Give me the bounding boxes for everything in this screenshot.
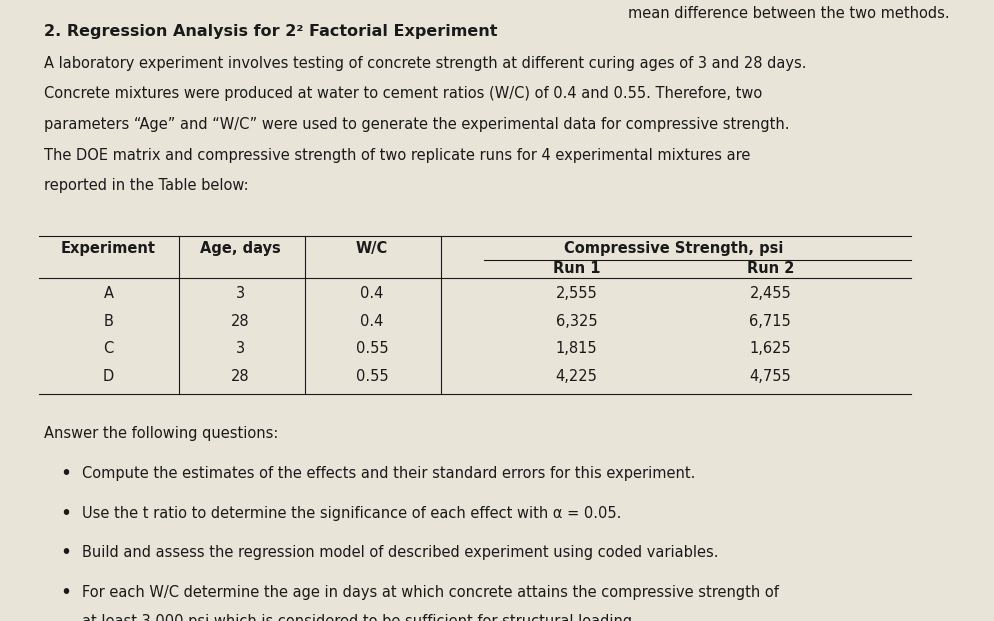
Text: 2. Regression Analysis for 2² Factorial Experiment: 2. Regression Analysis for 2² Factorial … xyxy=(44,24,497,39)
Text: •: • xyxy=(61,504,72,523)
Text: Compute the estimates of the effects and their standard errors for this experime: Compute the estimates of the effects and… xyxy=(83,466,695,481)
Text: 0.55: 0.55 xyxy=(356,369,388,384)
Text: 1,625: 1,625 xyxy=(748,341,790,356)
Text: 6,325: 6,325 xyxy=(555,314,596,329)
Text: •: • xyxy=(61,583,72,602)
Text: Use the t ratio to determine the significance of each effect with α = 0.05.: Use the t ratio to determine the signifi… xyxy=(83,505,621,521)
Text: Build and assess the regression model of described experiment using coded variab: Build and assess the regression model of… xyxy=(83,545,718,560)
Text: •: • xyxy=(61,464,72,483)
Text: 2,455: 2,455 xyxy=(748,286,790,301)
Text: 0.55: 0.55 xyxy=(356,341,388,356)
Text: 28: 28 xyxy=(231,314,249,329)
Text: For each W/C determine the age in days at which concrete attains the compressive: For each W/C determine the age in days a… xyxy=(83,585,778,600)
Text: Run 1: Run 1 xyxy=(553,261,599,276)
Text: 3: 3 xyxy=(236,341,245,356)
Text: C: C xyxy=(103,341,113,356)
Text: Concrete mixtures were produced at water to cement ratios (W/C) of 0.4 and 0.55.: Concrete mixtures were produced at water… xyxy=(44,86,761,101)
Text: 0.4: 0.4 xyxy=(360,286,384,301)
Text: reported in the Table below:: reported in the Table below: xyxy=(44,178,248,193)
Text: 3: 3 xyxy=(236,286,245,301)
Text: D: D xyxy=(102,369,114,384)
Text: B: B xyxy=(103,314,113,329)
Text: Compressive Strength, psi: Compressive Strength, psi xyxy=(564,240,782,256)
Text: A laboratory experiment involves testing of concrete strength at different curin: A laboratory experiment involves testing… xyxy=(44,55,805,71)
Text: Age, days: Age, days xyxy=(200,240,280,256)
Text: Answer the following questions:: Answer the following questions: xyxy=(44,427,277,442)
Text: 6,715: 6,715 xyxy=(748,314,790,329)
Text: 4,225: 4,225 xyxy=(555,369,596,384)
Text: Experiment: Experiment xyxy=(61,240,156,256)
Text: 28: 28 xyxy=(231,369,249,384)
Text: A: A xyxy=(103,286,113,301)
Text: W/C: W/C xyxy=(356,240,388,256)
Text: at least 3,000 psi which is considered to be sufficient for structural loading.: at least 3,000 psi which is considered t… xyxy=(83,614,636,621)
Text: Run 2: Run 2 xyxy=(746,261,793,276)
Text: •: • xyxy=(61,543,72,563)
Text: parameters “Age” and “W/C” were used to generate the experimental data for compr: parameters “Age” and “W/C” were used to … xyxy=(44,117,788,132)
Text: The DOE matrix and compressive strength of two replicate runs for 4 experimental: The DOE matrix and compressive strength … xyxy=(44,148,749,163)
Text: 4,755: 4,755 xyxy=(748,369,790,384)
Text: 0.4: 0.4 xyxy=(360,314,384,329)
Text: mean difference between the two methods.: mean difference between the two methods. xyxy=(627,6,948,21)
Text: 1,815: 1,815 xyxy=(555,341,596,356)
Text: 2,555: 2,555 xyxy=(555,286,596,301)
